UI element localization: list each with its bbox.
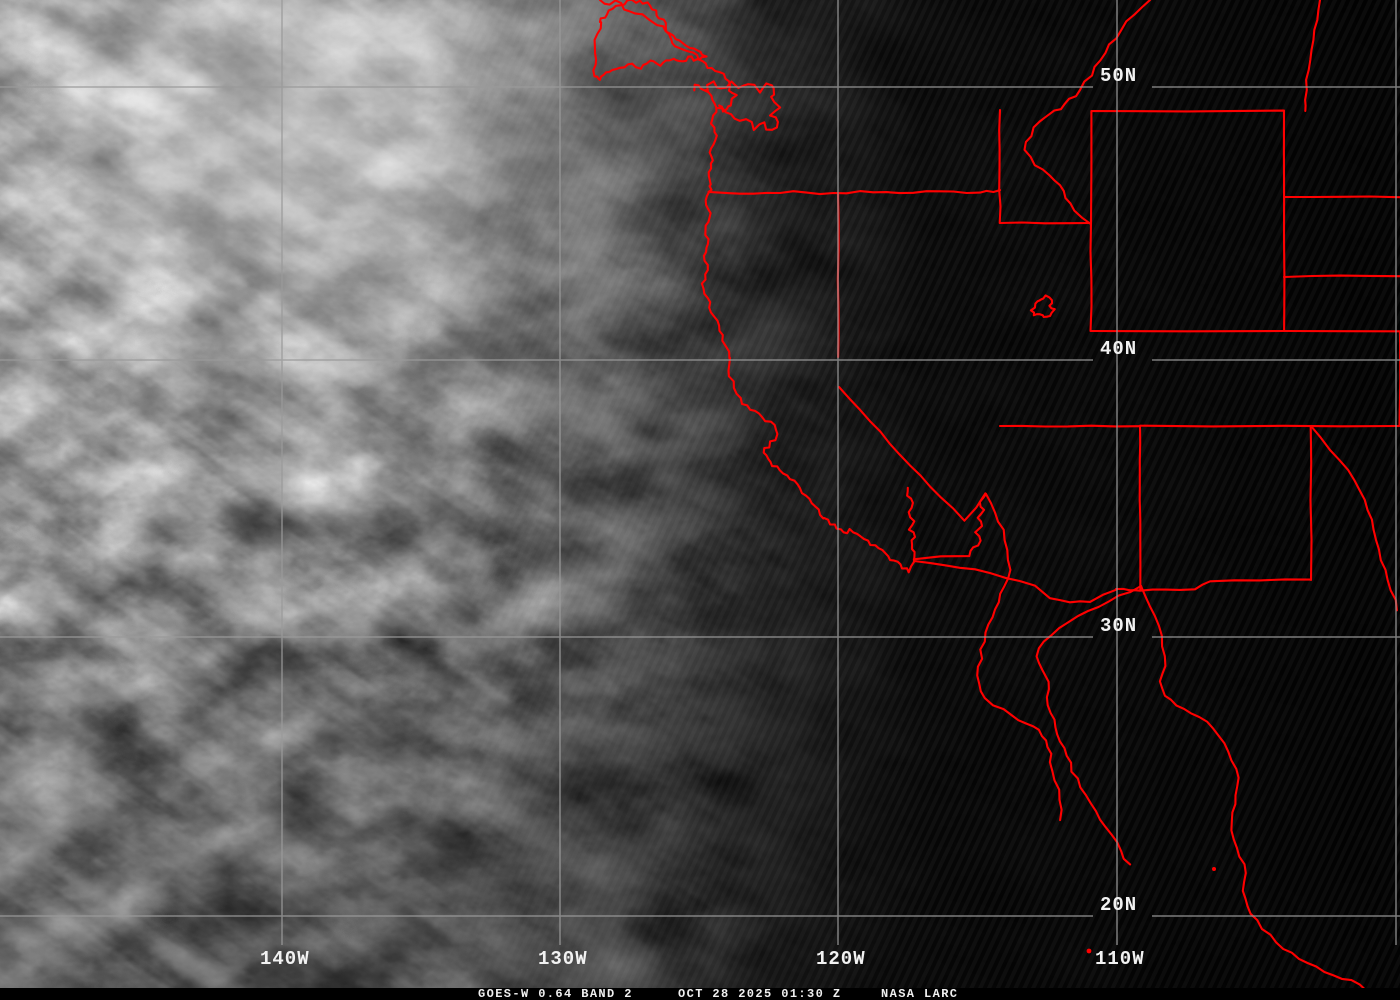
svg-text:130W: 130W [538,948,588,970]
svg-text:OCT 28 2025 01:30 Z: OCT 28 2025 01:30 Z [678,987,841,1000]
svg-text:NASA LARC: NASA LARC [881,987,958,1000]
svg-text:50N: 50N [1100,65,1137,87]
svg-text:110W: 110W [1095,948,1145,970]
svg-text:30N: 30N [1100,615,1137,637]
svg-text:140W: 140W [260,948,310,970]
svg-text:40N: 40N [1100,338,1137,360]
svg-text:GOES-W 0.64 BAND 2: GOES-W 0.64 BAND 2 [478,987,633,1000]
svg-text:120W: 120W [816,948,866,970]
svg-text:20N: 20N [1100,894,1137,916]
